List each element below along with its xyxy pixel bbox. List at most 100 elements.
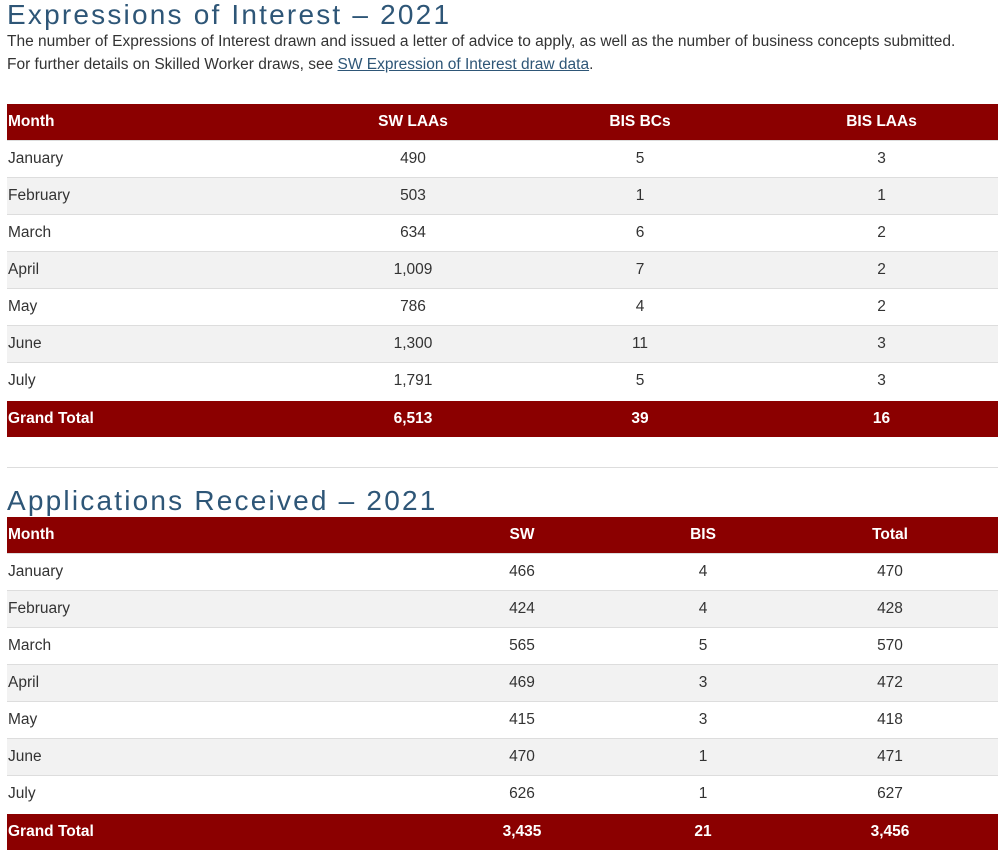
month-cell: July	[7, 775, 420, 813]
month-cell: February	[7, 590, 420, 628]
table-row: June 470 1 471	[7, 738, 998, 776]
sw-eoi-draw-data-link[interactable]: SW Expression of Interest draw data	[337, 56, 590, 73]
sw-cell: 415	[420, 701, 624, 739]
bis-bcs-cell: 4	[515, 288, 765, 326]
sw-cell: 469	[420, 664, 624, 702]
eoi-col-bis-laas-header[interactable]: BIS LAAs	[765, 104, 998, 141]
total-cell: 470	[782, 553, 998, 591]
sw-cell: 626	[420, 775, 624, 813]
eoi-total-sw-laas: 6,513	[311, 400, 515, 437]
total-cell: 627	[782, 775, 998, 813]
bis-laas-cell: 2	[765, 288, 998, 326]
bis-laas-cell: 3	[765, 325, 998, 363]
month-cell: February	[7, 177, 311, 215]
month-cell: June	[7, 325, 311, 363]
sw-laas-cell: 1,791	[311, 362, 515, 400]
eoi-header-row: Month SW LAAs BIS BCs BIS LAAs	[7, 104, 998, 141]
eoi-table: Month SW LAAs BIS BCs BIS LAAs January 49…	[7, 104, 998, 437]
apps-col-total-header[interactable]: Total	[782, 517, 998, 554]
bis-bcs-cell: 6	[515, 214, 765, 252]
apps-col-month-header[interactable]: Month	[7, 517, 420, 554]
table-row: March 565 5 570	[7, 627, 998, 665]
bis-bcs-cell: 1	[515, 177, 765, 215]
table-row: April 1,009 7 2	[7, 251, 998, 289]
month-cell: May	[7, 701, 420, 739]
total-cell: 570	[782, 627, 998, 665]
table-row: March 634 6 2	[7, 214, 998, 252]
bis-laas-cell: 2	[765, 214, 998, 252]
month-cell: April	[7, 664, 420, 702]
total-cell: 472	[782, 664, 998, 702]
apps-total-label: Grand Total	[7, 813, 420, 850]
table-row: July 1,791 5 3	[7, 362, 998, 400]
bis-laas-cell: 3	[765, 140, 998, 178]
total-cell: 471	[782, 738, 998, 776]
sw-cell: 565	[420, 627, 624, 665]
bis-bcs-cell: 5	[515, 362, 765, 400]
eoi-section-title: Expressions of Interest – 2021	[7, 0, 452, 30]
bis-laas-cell: 3	[765, 362, 998, 400]
month-cell: July	[7, 362, 311, 400]
apps-total-total: 3,456	[782, 813, 998, 850]
eoi-col-sw-laas-header[interactable]: SW LAAs	[311, 104, 515, 141]
apps-section-title: Applications Received – 2021	[7, 485, 438, 516]
eoi-total-label: Grand Total	[7, 400, 311, 437]
eoi-col-bis-bcs-header[interactable]: BIS BCs	[515, 104, 765, 141]
table-row: January 490 5 3	[7, 140, 998, 178]
bis-cell: 3	[624, 664, 782, 702]
eoi-intro-line-2: For further details on Skilled Worker dr…	[7, 53, 955, 76]
table-row: January 466 4 470	[7, 553, 998, 591]
bis-laas-cell: 1	[765, 177, 998, 215]
sw-laas-cell: 1,300	[311, 325, 515, 363]
eoi-table-body: January 490 5 3 February 503 1 1 March 634 6 2 April…	[7, 140, 998, 400]
bis-laas-cell: 2	[765, 251, 998, 289]
eoi-intro-line-1: The number of Expressions of Interest dr…	[7, 33, 956, 50]
apps-total-row: Grand Total 3,435 21 3,456	[7, 813, 998, 850]
sw-cell: 466	[420, 553, 624, 591]
table-row: February 503 1 1	[7, 177, 998, 215]
eoi-total-bis-bcs: 39	[515, 400, 765, 437]
table-row: June 1,300 11 3	[7, 325, 998, 363]
sw-laas-cell: 786	[311, 288, 515, 326]
apps-table: Month SW BIS Total January 466 4 470 Februar…	[7, 517, 998, 850]
sw-laas-cell: 634	[311, 214, 515, 252]
sw-laas-cell: 1,009	[311, 251, 515, 289]
total-cell: 418	[782, 701, 998, 739]
sw-laas-cell: 503	[311, 177, 515, 215]
apps-header-row: Month SW BIS Total	[7, 517, 998, 554]
table-row: July 626 1 627	[7, 775, 998, 813]
section-divider	[7, 467, 998, 468]
eoi-total-bis-laas: 16	[765, 400, 998, 437]
apps-total-sw: 3,435	[420, 813, 624, 850]
month-cell: March	[7, 627, 420, 665]
bis-bcs-cell: 7	[515, 251, 765, 289]
bis-bcs-cell: 11	[515, 325, 765, 363]
month-cell: May	[7, 288, 311, 326]
bis-cell: 1	[624, 775, 782, 813]
table-row: April 469 3 472	[7, 664, 998, 702]
eoi-intro: The number of Expressions of Interest dr…	[0, 30, 955, 76]
eoi-intro-suffix: .	[589, 56, 594, 73]
eoi-col-month-header[interactable]: Month	[7, 104, 311, 141]
apps-col-bis-header[interactable]: BIS	[624, 517, 782, 554]
eoi-total-row: Grand Total 6,513 39 16	[7, 400, 998, 437]
bis-cell: 4	[624, 553, 782, 591]
bis-cell: 3	[624, 701, 782, 739]
table-row: May 415 3 418	[7, 701, 998, 739]
bis-cell: 1	[624, 738, 782, 776]
apps-total-bis: 21	[624, 813, 782, 850]
table-row: May 786 4 2	[7, 288, 998, 326]
month-cell: January	[7, 553, 420, 591]
total-cell: 428	[782, 590, 998, 628]
bis-bcs-cell: 5	[515, 140, 765, 178]
sw-cell: 470	[420, 738, 624, 776]
month-cell: April	[7, 251, 311, 289]
month-cell: June	[7, 738, 420, 776]
bis-cell: 4	[624, 590, 782, 628]
table-row: February 424 4 428	[7, 590, 998, 628]
bis-cell: 5	[624, 627, 782, 665]
sw-cell: 424	[420, 590, 624, 628]
eoi-intro-prefix: For further details on Skilled Worker dr…	[7, 56, 338, 73]
apps-col-sw-header[interactable]: SW	[420, 517, 624, 554]
month-cell: March	[7, 214, 311, 252]
